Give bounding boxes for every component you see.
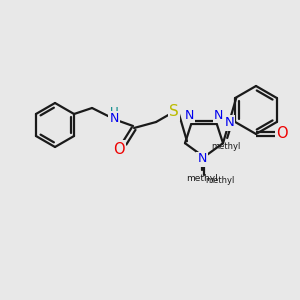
Text: N: N <box>214 109 224 122</box>
Text: methyl: methyl <box>212 142 241 151</box>
Text: O: O <box>113 142 125 157</box>
Text: methyl: methyl <box>205 176 234 185</box>
Text: N: N <box>110 112 119 124</box>
Text: S: S <box>169 104 179 119</box>
Text: N: N <box>197 152 207 166</box>
Text: methyl: methyl <box>186 174 218 183</box>
Text: N: N <box>224 116 234 130</box>
Text: O: O <box>276 127 288 142</box>
Text: N: N <box>184 109 194 122</box>
Text: H: H <box>110 106 118 118</box>
